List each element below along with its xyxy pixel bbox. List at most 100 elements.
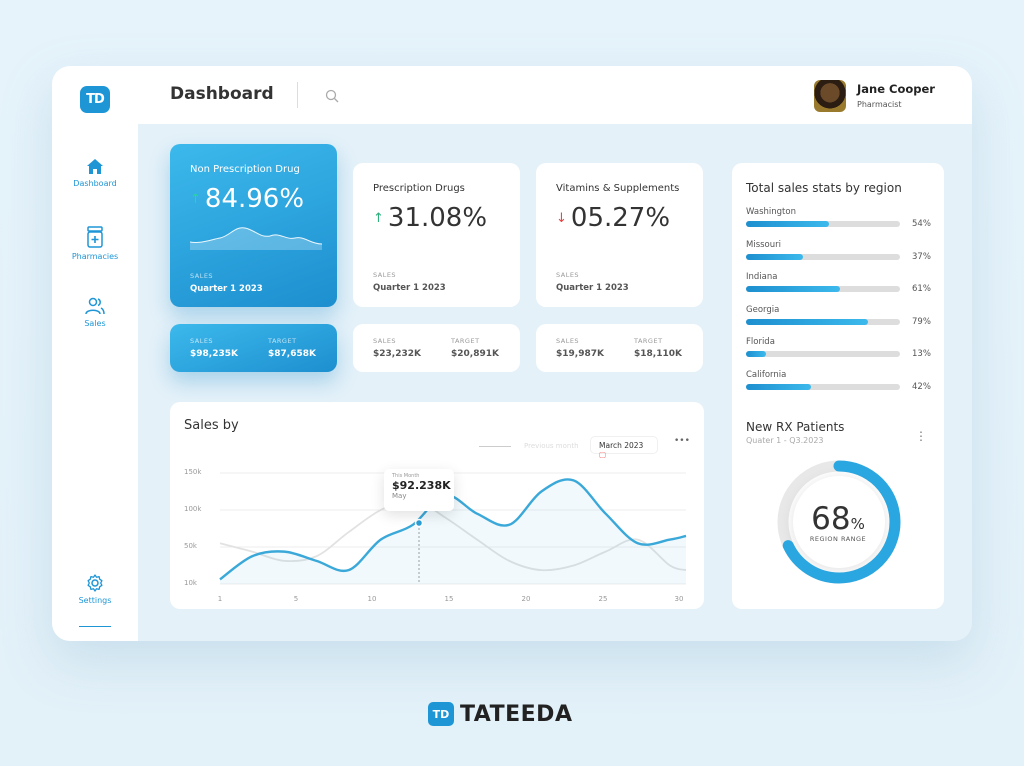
stat-footer-non-prescription: SALES $98,235K TARGET $87,658K — [170, 324, 337, 372]
pharmacy-icon — [87, 226, 103, 248]
region-row: California 42% — [746, 370, 932, 392]
region-bar-fill — [746, 253, 803, 260]
region-percent: 42% — [912, 382, 931, 392]
y-tick: 150k — [184, 468, 202, 476]
region-name: Georgia — [746, 304, 780, 315]
user-name: Jane Cooper — [857, 82, 935, 96]
home-icon — [87, 159, 103, 174]
x-tick: 15 — [444, 595, 454, 603]
region-row: Georgia 79% — [746, 304, 932, 327]
stat-percent: ↓ 05.27% — [556, 203, 671, 233]
stat-card-prescription[interactable]: Prescription Drugs ↑ 31.08% SALES Quarter… — [353, 163, 520, 307]
nav-pharmacies[interactable]: Pharmacies — [52, 226, 138, 261]
stat-footer-vitamins: SALES $19,987K TARGET $18,110K — [536, 324, 703, 372]
search-button[interactable] — [325, 88, 339, 107]
more-options-button[interactable]: ⋮ — [915, 429, 927, 443]
sales-label: SALES — [373, 337, 397, 345]
rx-donut — [777, 460, 901, 584]
stat-title: Non Prescription Drug — [190, 164, 300, 175]
tooltip-month: May — [392, 492, 407, 500]
region-bar-fill — [746, 221, 830, 227]
hover-point — [414, 518, 424, 528]
rx-label: REGION RANGE — [809, 535, 867, 543]
series-area — [220, 479, 686, 584]
stat-period: Quarter 1 2023 — [373, 283, 446, 293]
stat-title: Prescription Drugs — [373, 183, 465, 194]
target-label: TARGET — [634, 337, 663, 345]
region-name: California — [746, 370, 787, 380]
stat-footer-prescription: SALES $23,232K TARGET $20,891K — [353, 324, 520, 372]
more-options-button[interactable]: ••• — [674, 436, 690, 446]
stat-period: Quarter 1 2023 — [190, 284, 263, 294]
sales-label: SALES — [556, 337, 580, 345]
app-logo[interactable]: TD — [80, 86, 110, 113]
series-this-month — [219, 478, 687, 581]
sales-label: SALES — [190, 337, 214, 345]
stat-card-vitamins[interactable]: Vitamins & Supplements ↓ 05.27% SALES Qua… — [536, 163, 703, 307]
region-percent: 61% — [912, 284, 931, 295]
page-title: Dashboard — [170, 84, 274, 104]
nav-settings-label: Settings — [78, 596, 112, 605]
sales-value: $98,235K — [190, 349, 238, 359]
region-bar-fill — [746, 286, 840, 293]
target-label: TARGET — [268, 337, 297, 345]
stat-percent: ↑ 31.08% — [373, 203, 488, 233]
nav-underline — [79, 626, 111, 627]
region-percent: 54% — [912, 219, 931, 229]
tooltip-value: $92.238K — [392, 479, 451, 492]
search-icon — [325, 89, 339, 103]
region-bar — [746, 351, 900, 358]
topbar: Dashboard Jane Cooper Pharmacist — [138, 66, 972, 124]
month-select[interactable]: March 2023 ▢ — [590, 436, 658, 459]
region-row: Missouri 37% — [746, 240, 932, 262]
calendar-icon: ▢ — [599, 450, 607, 459]
nav-dashboard[interactable]: Dashboard — [52, 158, 138, 188]
region-name: Florida — [746, 337, 775, 348]
gear-icon — [87, 574, 103, 592]
region-stats-card: Total sales stats by region Washington 54… — [732, 163, 944, 609]
region-name: Washington — [746, 207, 796, 217]
rx-value: 68% — [811, 501, 865, 537]
region-bar-fill — [746, 351, 767, 358]
x-tick: 5 — [293, 595, 299, 603]
chart-title: Sales by — [184, 418, 239, 433]
region-title: Total sales stats by region — [746, 181, 902, 195]
tooltip-label: This Month — [392, 473, 420, 479]
sales-value: $23,232K — [373, 349, 421, 359]
avatar[interactable] — [814, 80, 846, 112]
nav-pharmacies-label: Pharmacies — [71, 252, 119, 261]
brand-logo: TD — [428, 702, 454, 726]
region-bar — [746, 253, 900, 260]
rx-title: New RX Patients — [746, 420, 845, 434]
sales-value: $19,987K — [556, 349, 604, 359]
stat-sales-label: SALES — [190, 272, 214, 280]
region-row: Indiana 61% — [746, 272, 932, 294]
nav-settings[interactable]: Settings — [52, 574, 138, 605]
x-tick: 30 — [674, 595, 684, 603]
legend-line — [479, 446, 511, 447]
sales-chart-card: Sales by Previous month March 2023 ▢ •••… — [170, 402, 704, 609]
nav-sales[interactable]: Sales — [52, 297, 138, 328]
region-bar — [746, 221, 900, 227]
x-tick: 20 — [521, 595, 531, 603]
y-tick: 100k — [184, 505, 202, 513]
donut-fill — [777, 460, 901, 584]
region-bar — [746, 384, 900, 390]
y-tick: 50k — [184, 542, 197, 550]
arrow-down-icon: ↓ — [556, 211, 567, 226]
header-divider — [297, 82, 298, 108]
region-row: Florida 13% — [746, 337, 932, 359]
nav-sales-label: Sales — [84, 319, 106, 328]
sparkline — [190, 227, 322, 250]
region-bar-fill — [746, 318, 868, 325]
stat-card-non-prescription[interactable]: Non Prescription Drug ↑ 84.96% SALES Quar… — [170, 144, 337, 307]
region-bar — [746, 286, 900, 293]
y-tick: 10k — [184, 579, 197, 587]
legend-text: Previous month — [524, 442, 579, 450]
x-tick: 25 — [598, 595, 608, 603]
target-value: $18,110K — [634, 349, 682, 359]
brand-footer: TD TATEEDA — [428, 700, 572, 728]
donut-inner — [793, 476, 885, 568]
region-percent: 13% — [912, 349, 931, 360]
stat-percent: ↑ 84.96% — [190, 184, 305, 214]
